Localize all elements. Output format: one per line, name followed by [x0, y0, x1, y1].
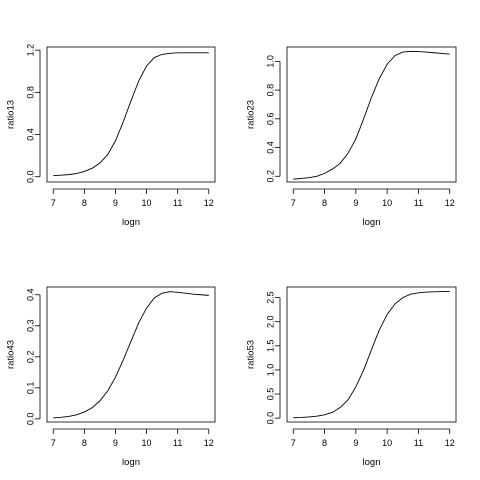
- series-line: [53, 291, 209, 419]
- x-tick-label: 8: [322, 438, 327, 448]
- y-tick-label: 0.2: [265, 170, 275, 183]
- x-tick-label: 12: [445, 438, 455, 448]
- x-tick-label: 12: [445, 198, 455, 208]
- x-tick-label: 12: [204, 198, 214, 208]
- y-axis-title: ratio23: [246, 100, 257, 129]
- y-tick-label: 0.8: [265, 84, 275, 97]
- x-axis-title: logn: [363, 457, 381, 468]
- series-line: [53, 52, 209, 177]
- y-tick-label: 0.0: [25, 413, 35, 426]
- y-tick-label: 1.0: [265, 364, 275, 377]
- x-tick-label: 10: [382, 438, 392, 448]
- y-tick-label: 0.8: [25, 86, 35, 99]
- y-tick-label: 1.5: [265, 340, 275, 353]
- y-tick-label: 0.5: [265, 388, 275, 401]
- x-tick-label: 11: [414, 198, 423, 208]
- y-axis-title: ratio43: [6, 340, 17, 369]
- x-tick-label: 7: [291, 438, 296, 448]
- y-tick-label: 2.5: [265, 291, 275, 304]
- y-tick-label: 0.0: [25, 170, 35, 183]
- y-tick-label: 0.4: [25, 289, 35, 302]
- x-tick-label: 9: [353, 438, 358, 448]
- y-tick-label: 1.0: [265, 55, 275, 68]
- x-tick-label: 10: [142, 438, 152, 448]
- panel-1: 7 8 9 10 11 12 0.0 0.4 0.8 1.2 logn ratio13: [6, 44, 216, 228]
- y-tick-label: 0.3: [25, 320, 35, 333]
- x-tick-label: 9: [113, 198, 118, 208]
- panel-2: 7 8 9 10 11 12 0.2 0.4 0.6 0.8 1.0 logn ratio23: [246, 46, 457, 228]
- series-line: [293, 291, 450, 419]
- y-tick-label: 0.0: [265, 412, 275, 425]
- plot-frame: [46, 286, 216, 423]
- x-tick-label: 12: [204, 438, 214, 448]
- series-line: [293, 50, 450, 180]
- y-tick-label: 0.4: [25, 128, 35, 141]
- x-tick-label: 8: [82, 438, 87, 448]
- y-axis-title: ratio13: [6, 100, 17, 129]
- y-tick-label: 0.1: [25, 382, 35, 395]
- y-axis-title: ratio53: [246, 340, 257, 369]
- y-tick-label: 0.4: [265, 141, 275, 154]
- x-tick-label: 7: [51, 438, 56, 448]
- y-tick-label: 0.6: [265, 113, 275, 126]
- panel-3: 7 8 9 10 11 12 0.0 0.1 0.2 0.3 0.4 logn ratio43: [6, 286, 216, 468]
- x-tick-label: 11: [173, 438, 182, 448]
- x-axis-title: logn: [122, 217, 140, 228]
- x-tick-label: 8: [322, 198, 327, 208]
- plot-frame: [286, 46, 457, 183]
- x-axis-title: logn: [122, 457, 140, 468]
- x-tick-label: 10: [142, 198, 152, 208]
- x-tick-label: 7: [291, 198, 296, 208]
- y-tick-label: 1.2: [25, 44, 35, 57]
- x-tick-label: 8: [82, 198, 87, 208]
- x-tick-label: 11: [173, 198, 182, 208]
- panel-4: 7 8 9 10 11 12 0.0 0.5 1.0 1.5 2.0 2.5 logn ratio53: [246, 286, 457, 468]
- x-axis-title: logn: [363, 217, 381, 228]
- plot-frame: [46, 46, 216, 183]
- x-tick-label: 7: [51, 198, 56, 208]
- plot-frame: [286, 286, 457, 423]
- y-tick-label: 2.0: [265, 315, 275, 328]
- y-tick-label: 0.2: [25, 351, 35, 364]
- x-tick-label: 10: [382, 198, 392, 208]
- x-tick-label: 9: [353, 198, 358, 208]
- x-tick-label: 9: [113, 438, 118, 448]
- x-tick-label: 11: [414, 438, 423, 448]
